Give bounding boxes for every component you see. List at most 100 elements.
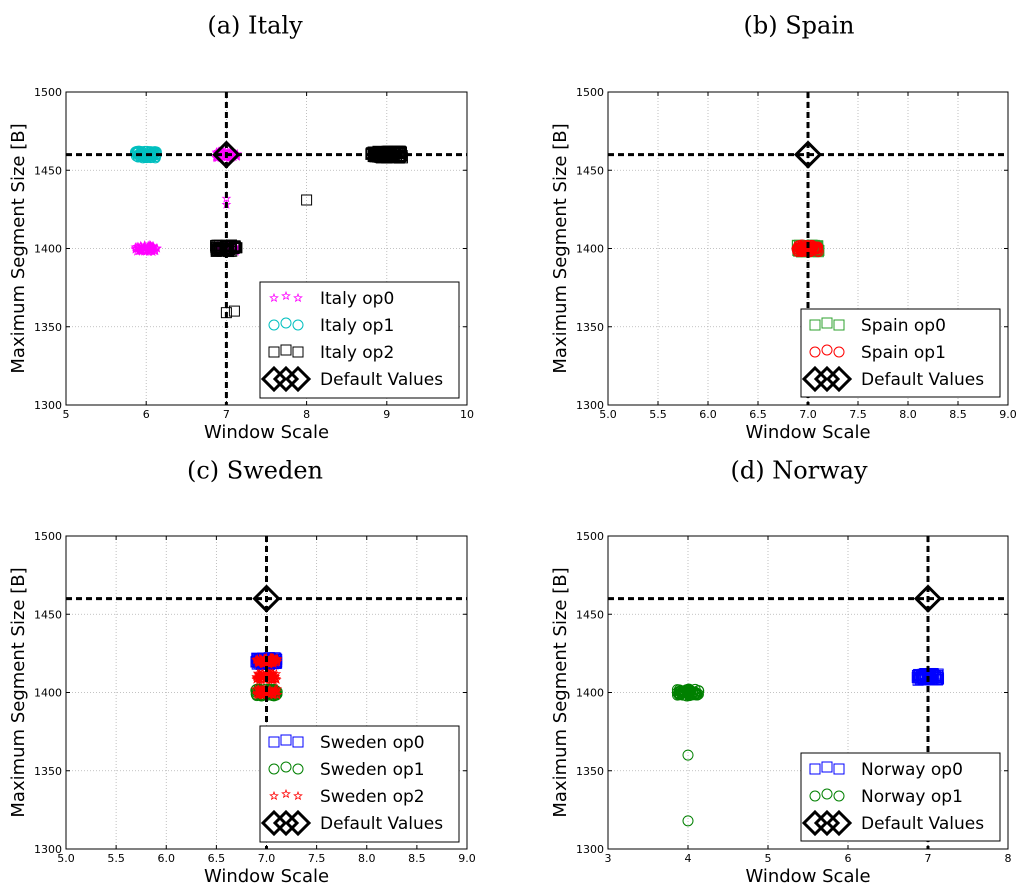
legend-marker-icon [268, 763, 280, 775]
y-tick-label: 1500 [34, 86, 62, 99]
legend-marker-icon [809, 319, 821, 331]
series-italy-op0-point [142, 244, 153, 255]
y-axis-label: Maximum Segment Size [B] [8, 567, 29, 817]
legend-default-icon [272, 809, 300, 837]
chart-title: (d) Norway [730, 457, 867, 485]
legend-marker-icon [280, 317, 292, 329]
legend-marker-icon [821, 761, 833, 773]
x-axis-label: Window Scale [204, 866, 329, 887]
plot-frame [607, 535, 1009, 850]
legend-label: Sweden op1 [320, 760, 425, 780]
y-tick-label: 1500 [34, 530, 62, 543]
x-axis-label: Window Scale [204, 422, 329, 443]
legend: Italy op0 Italy op1 Italy op2 Default Value… [259, 281, 460, 399]
legend-default-icon [284, 365, 312, 393]
data-layer [250, 652, 283, 702]
legend-marker-icon [293, 292, 303, 303]
legend-item: Default Values [801, 365, 984, 393]
legend-marker-icon [292, 736, 304, 748]
y-tick-label: 1400 [34, 243, 62, 256]
series-italy-op2-point [366, 147, 378, 159]
data-layer [791, 239, 825, 258]
x-tick-label: 8 [1005, 852, 1012, 865]
legend-item: Norway op0 [809, 760, 963, 780]
y-axis-label: Maximum Segment Size [B] [8, 123, 29, 373]
legend-marker-icon [280, 734, 292, 746]
legend-item: Italy op2 [268, 343, 394, 363]
series-italy-op1-point [134, 148, 146, 160]
series-spain-op1-point [811, 242, 823, 254]
legend-label: Norway op1 [861, 787, 963, 807]
series-italy-op0-point [147, 246, 158, 257]
series-norway-op0-point [915, 669, 927, 681]
y-tick-label: 1500 [576, 530, 604, 543]
legend-item: Default Values [260, 365, 443, 393]
series-sweden-op2-point [266, 652, 277, 663]
y-tick-label: 1300 [34, 399, 62, 412]
x-axis-label: Window Scale [745, 866, 870, 887]
x-tick-label: 8.0 [358, 852, 376, 865]
legend-item: Italy op0 [269, 289, 394, 309]
legend-label: Default Values [861, 370, 984, 390]
x-tick-label: 6.5 [208, 852, 226, 865]
legend-label: Sweden op2 [320, 787, 425, 807]
plot-frame [65, 91, 468, 406]
x-tick-label: 6.5 [749, 408, 767, 421]
series-italy-op2-point [228, 240, 240, 252]
legend-marker-icon [281, 290, 291, 301]
series-norway-op1-point [682, 815, 694, 827]
legend-marker-icon [292, 319, 304, 331]
series-sweden-op2-point [270, 684, 281, 694]
legend-item: Spain op0 [809, 316, 946, 336]
x-tick-label: 6 [143, 408, 150, 421]
series-norway-op1-point [677, 685, 689, 697]
series-italy-op2-point [228, 305, 240, 317]
x-tick-label: 10 [460, 408, 474, 421]
y-tick-label: 1450 [576, 608, 604, 621]
legend-marker-icon [280, 344, 292, 356]
x-tick-label: 7 [925, 852, 932, 865]
legend-marker-icon [268, 346, 280, 358]
x-tick-label: 4 [685, 852, 692, 865]
chart-panel-2: (b) Spain 5.0 5.5 6.0 6.5 7.0 7.5 8.0 8.5 9.0 1300… [550, 12, 1017, 444]
x-tick-label: 6.0 [699, 408, 717, 421]
x-tick-label: 7 [223, 408, 230, 421]
series-norway-op0-point [933, 673, 945, 685]
y-tick-label: 1350 [576, 765, 604, 778]
default-values-marker [913, 584, 943, 613]
series-italy-op1-point [139, 145, 151, 157]
y-tick-label: 1300 [576, 399, 604, 412]
legend-item: Sweden op0 [268, 733, 425, 753]
y-tick-label: 1350 [576, 321, 604, 334]
legend-default-icon [272, 365, 300, 393]
series-italy-op0-point [130, 244, 141, 254]
legend-item: Italy op1 [268, 316, 394, 336]
legend-default-icon [260, 365, 288, 393]
legend-marker-icon [821, 344, 833, 356]
legend-marker-icon [281, 788, 291, 799]
series-spain-op1-point [812, 241, 824, 253]
y-tick-label: 1300 [34, 843, 62, 856]
legend-marker-icon [833, 346, 845, 358]
legend-item: Norway op1 [809, 787, 963, 807]
legend: Sweden op0 Sweden op1 Sweden op2 Default Va… [259, 725, 460, 843]
x-tick-label: 5.5 [649, 408, 667, 421]
legend-item: Sweden op2 [269, 787, 425, 807]
y-tick-label: 1450 [34, 608, 62, 621]
chart-title: (b) Spain [744, 12, 855, 40]
chart-title: (a) Italy [207, 12, 303, 40]
x-tick-label: 8.5 [949, 408, 967, 421]
x-tick-label: 5 [765, 852, 772, 865]
legend-default-icon [801, 365, 829, 393]
legend-item: Sweden op1 [268, 760, 425, 780]
series-sweden-op2-point [256, 674, 267, 685]
legend-marker-icon [268, 319, 280, 331]
series-sweden-op2-point [252, 655, 263, 665]
legend-label: Spain op0 [861, 316, 946, 336]
x-tick-label: 8.5 [408, 852, 426, 865]
series-sweden-op2-point [272, 654, 283, 665]
legend-label: Sweden op0 [320, 733, 425, 753]
legend-default-icon [825, 809, 853, 837]
legend-marker-icon [269, 292, 279, 303]
y-tick-label: 1500 [576, 86, 604, 99]
